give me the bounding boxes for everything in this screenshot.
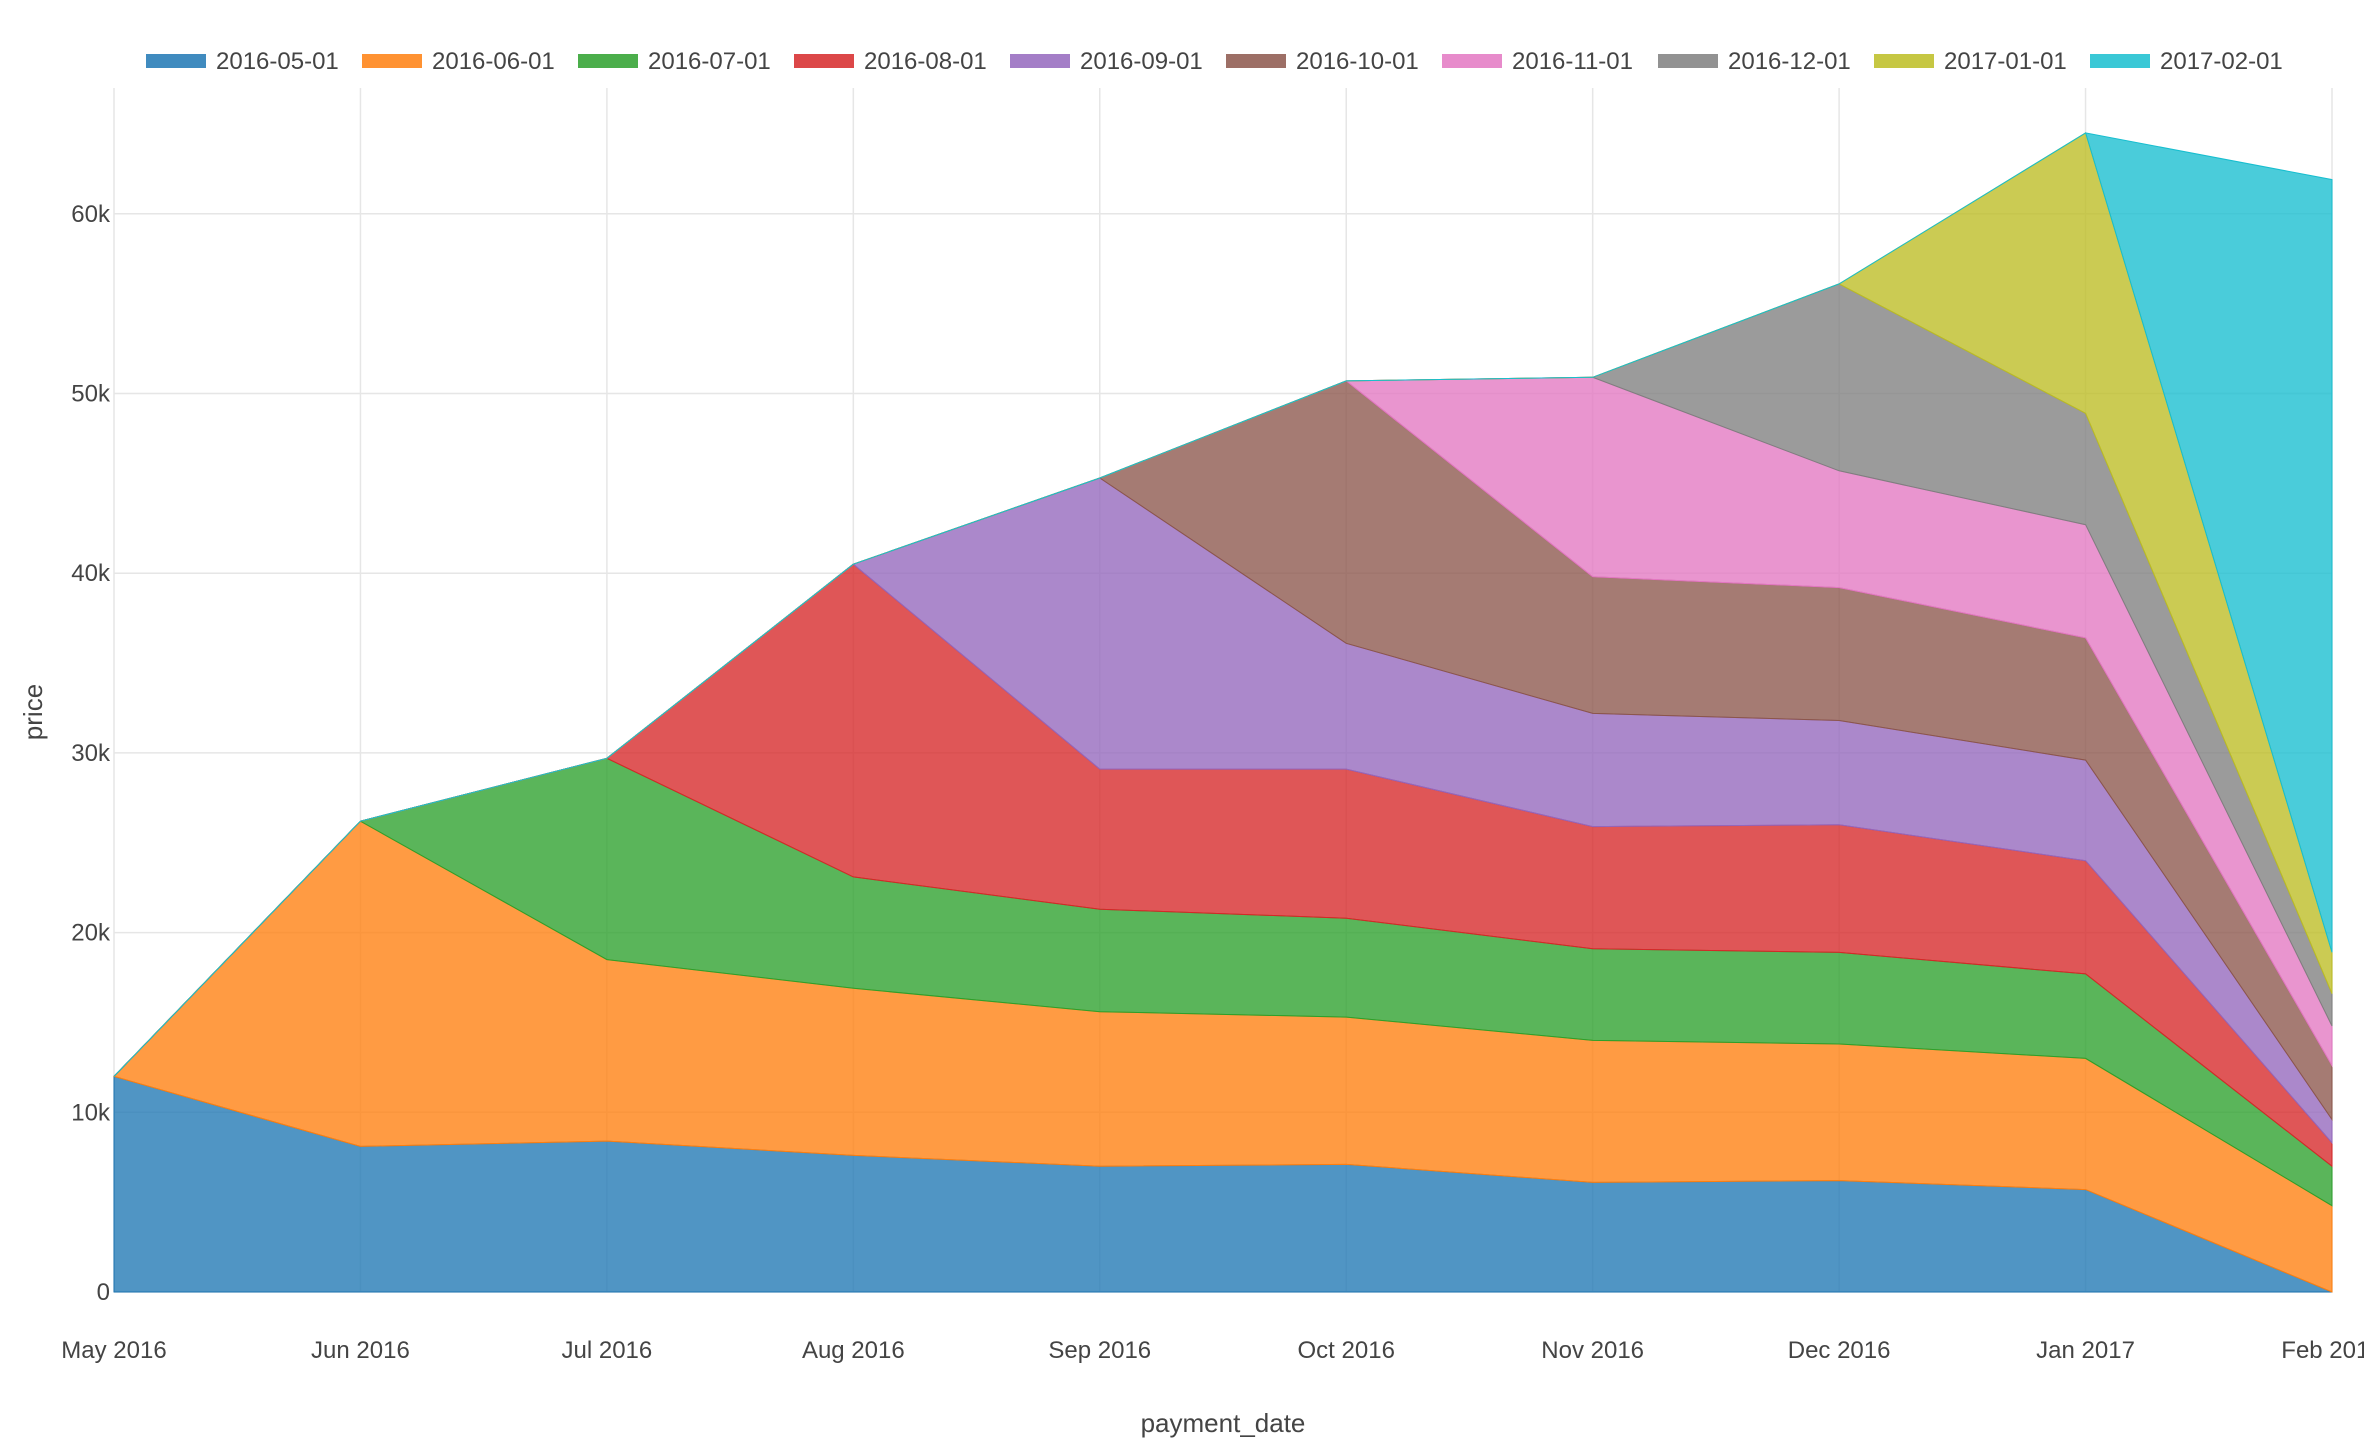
legend-label: 2016-12-01 [1728, 48, 1851, 75]
y-tick-label: 0 [97, 1279, 110, 1306]
x-tick-label: Dec 2016 [1788, 1337, 1891, 1364]
x-tick-label: Jan 2017 [2036, 1337, 2135, 1364]
x-axis-title: payment_date [1141, 1408, 1306, 1438]
y-axis-title: price [18, 684, 48, 740]
y-tick-label: 30k [71, 740, 111, 767]
x-tick-label: Feb 2017 [2281, 1337, 2364, 1364]
x-tick-label: Sep 2016 [1048, 1337, 1151, 1364]
legend-label: 2017-01-01 [1944, 48, 2067, 75]
legend-item-2016-09-01[interactable]: 2016-09-01 [1010, 48, 1203, 75]
legend-label: 2016-06-01 [432, 48, 555, 75]
y-tick-label: 60k [71, 201, 111, 228]
legend-item-2017-01-01[interactable]: 2017-01-01 [1874, 48, 2067, 75]
y-tick-label: 10k [71, 1099, 111, 1126]
area-series-2017-02-01[interactable] [113, 132, 2333, 1077]
legend-label: 2016-07-01 [648, 48, 771, 75]
legend-item-2016-12-01[interactable]: 2016-12-01 [1658, 48, 1851, 75]
legend-item-2016-06-01[interactable]: 2016-06-01 [362, 48, 555, 75]
x-tick-label: May 2016 [61, 1337, 166, 1364]
legend-label: 2016-09-01 [1080, 48, 1203, 75]
legend-label: 2016-10-01 [1296, 48, 1419, 75]
legend-swatch [794, 54, 854, 68]
legend-label: 2017-02-01 [2160, 48, 2283, 75]
legend-swatch [362, 54, 422, 68]
legend-swatch [2090, 54, 2150, 68]
legend-swatch [1658, 54, 1718, 68]
y-tick-label: 20k [71, 920, 111, 947]
x-tick-label: Oct 2016 [1298, 1337, 1395, 1364]
legend-swatch [1874, 54, 1934, 68]
legend-swatch [1226, 54, 1286, 68]
legend-swatch [1442, 54, 1502, 68]
y-tick-label: 40k [71, 560, 111, 587]
legend-label: 2016-05-01 [216, 48, 339, 75]
legend-item-2016-11-01[interactable]: 2016-11-01 [1442, 48, 1633, 75]
axis-layer: 0 10k 20k 30k 40k 50k 60k May 2016 Jun 2016 Jul 2… [61, 201, 2364, 1364]
x-tick-label: Aug 2016 [802, 1337, 905, 1364]
legend-label: 2016-11-01 [1512, 48, 1633, 75]
legend-item-2016-10-01[interactable]: 2016-10-01 [1226, 48, 1419, 75]
legend-swatch [146, 54, 206, 68]
x-tick-label: Jun 2016 [311, 1337, 410, 1364]
legend-swatch [578, 54, 638, 68]
legend-item-2017-02-01[interactable]: 2017-02-01 [2090, 48, 2283, 75]
x-tick-label: Jul 2016 [562, 1337, 653, 1364]
legend-item-2016-07-01[interactable]: 2016-07-01 [578, 48, 771, 75]
legend[interactable]: 2016-05-01 2016-06-01 2016-07-01 2016-08-01… [146, 48, 2283, 75]
legend-swatch [1010, 54, 1070, 68]
legend-item-2016-08-01[interactable]: 2016-08-01 [794, 48, 987, 75]
x-tick-label: Nov 2016 [1541, 1337, 1644, 1364]
area-layer [113, 132, 2333, 1293]
y-tick-label: 50k [71, 380, 111, 407]
legend-item-2016-05-01[interactable]: 2016-05-01 [146, 48, 339, 75]
legend-label: 2016-08-01 [864, 48, 987, 75]
